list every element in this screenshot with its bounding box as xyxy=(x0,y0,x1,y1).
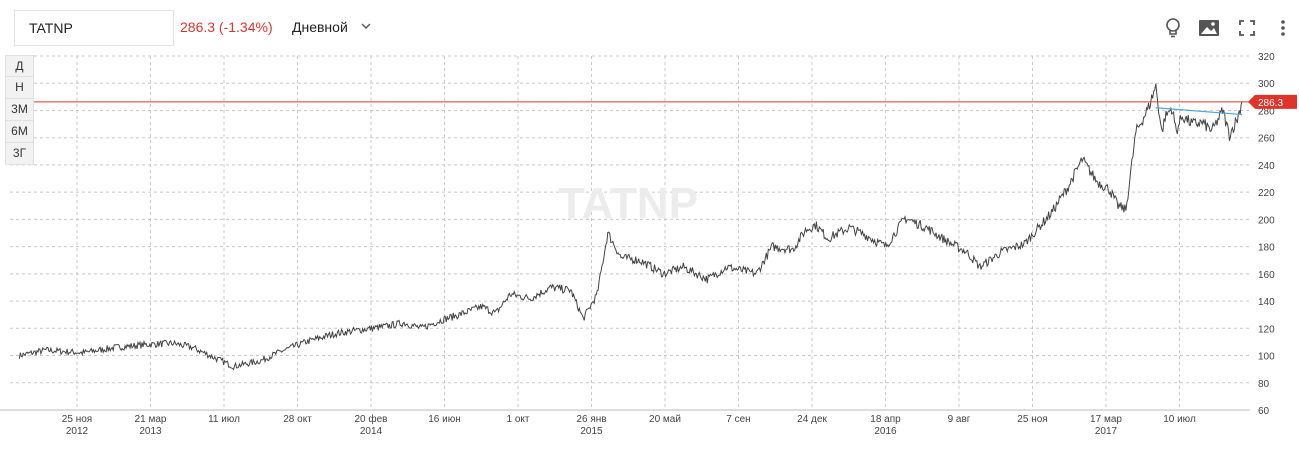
chart-grid xyxy=(0,55,1250,411)
price-change: 286.3 (-1.34%) xyxy=(180,19,273,35)
interval-select[interactable]: Дневной xyxy=(292,19,348,35)
watermark-ticker: TATNP xyxy=(558,179,698,228)
range-button[interactable]: 3Г xyxy=(5,143,34,165)
x-tick-label: 1 окт xyxy=(507,414,530,425)
chevron-down-icon[interactable] xyxy=(360,19,372,33)
ticker-input[interactable]: TATNP xyxy=(14,10,174,46)
ticker-text: TATNP xyxy=(29,20,73,36)
chart-toolbar: TATNP 286.3 (-1.34%) Дневной xyxy=(0,0,1299,56)
y-tick-label: 120 xyxy=(1258,324,1275,335)
current-price-label: 286.3 xyxy=(1258,98,1283,109)
y-tick-label: 160 xyxy=(1258,270,1275,281)
x-tick-label: 24 дек xyxy=(797,414,827,425)
x-tick-label: 25 ноя xyxy=(62,414,92,425)
y-tick-label: 140 xyxy=(1258,297,1275,308)
x-tick-label: 16 июн xyxy=(428,414,461,425)
x-tick-label: 20 май xyxy=(649,414,681,425)
y-tick-label: 240 xyxy=(1258,161,1275,172)
x-tick-year: 2012 xyxy=(66,426,89,437)
range-button[interactable]: 6М xyxy=(5,121,34,143)
y-tick-label: 280 xyxy=(1258,106,1275,117)
lightbulb-icon[interactable] xyxy=(1160,14,1186,42)
x-tick-year: 2017 xyxy=(1095,426,1118,437)
y-tick-label: 320 xyxy=(1258,52,1275,63)
fullscreen-icon[interactable] xyxy=(1234,14,1260,42)
y-tick-label: 180 xyxy=(1258,243,1275,254)
y-tick-label: 220 xyxy=(1258,188,1275,199)
y-tick-label: 80 xyxy=(1258,379,1270,390)
y-tick-label: 300 xyxy=(1258,79,1275,90)
x-tick-label: 7 сен xyxy=(726,414,750,425)
x-tick-label: 26 янв xyxy=(576,414,606,425)
x-tick-year: 2013 xyxy=(139,426,162,437)
chart-watermark: TATNP xyxy=(558,179,698,228)
x-tick-label: 11 июл xyxy=(208,414,240,425)
range-button[interactable]: 3М xyxy=(5,99,34,121)
x-tick-label: 10 июл xyxy=(1163,414,1196,425)
y-tick-label: 100 xyxy=(1258,352,1275,363)
x-tick-label: 20 фев xyxy=(354,413,387,425)
x-tick-year: 2016 xyxy=(874,426,897,437)
range-button-group: Д Н 3М 6М 3Г xyxy=(5,55,34,165)
y-axis: 60 80 100 120 140 160 180 200 220 240 260 280 300 320 xyxy=(1258,52,1275,417)
x-tick-year: 2014 xyxy=(360,426,383,437)
image-icon[interactable] xyxy=(1196,14,1222,42)
y-tick-label: 260 xyxy=(1258,134,1275,145)
x-tick-label: 25 ноя xyxy=(1017,414,1047,425)
trend-line[interactable] xyxy=(1155,107,1243,116)
x-tick-label: 18 апр xyxy=(870,414,901,425)
x-tick-year: 2015 xyxy=(580,426,603,437)
price-line-layer xyxy=(18,83,1243,371)
x-tick-label: 28 окт xyxy=(283,414,312,425)
y-tick-label: 200 xyxy=(1258,215,1275,226)
y-tick-label: 60 xyxy=(1258,406,1270,417)
price-series-line xyxy=(18,83,1243,371)
current-price-layer: 286.3 xyxy=(10,94,1297,109)
range-button[interactable]: Д xyxy=(5,55,34,77)
x-tick-label: 21 мар xyxy=(135,414,167,425)
range-button[interactable]: Н xyxy=(5,77,34,99)
current-price-tag xyxy=(1248,94,1297,109)
x-tick-label: 17 мар xyxy=(1090,414,1122,425)
x-tick-label: 9 авг xyxy=(948,414,971,425)
more-vertical-icon[interactable] xyxy=(1270,14,1296,42)
